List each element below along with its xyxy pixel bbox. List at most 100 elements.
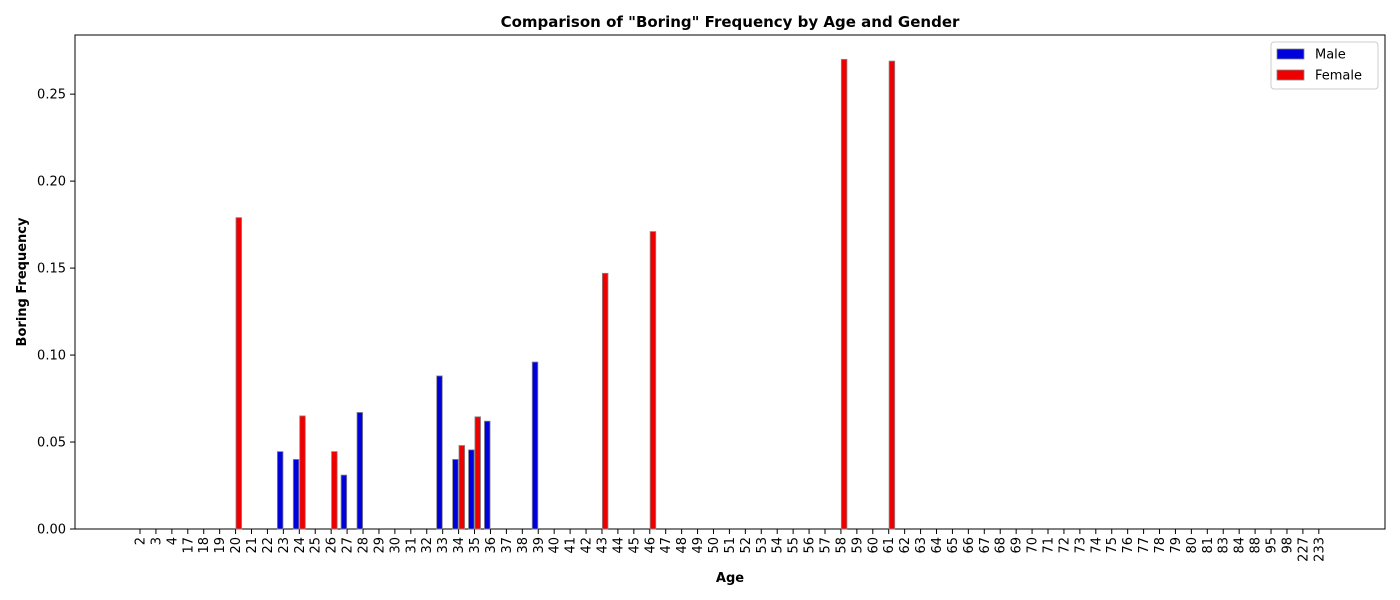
- x-tick-label: 22: [261, 537, 276, 554]
- male-bar: [468, 449, 475, 530]
- male-legend-swatch: [1276, 48, 1305, 60]
- x-tick-label: 25: [309, 537, 324, 554]
- x-tick-label: 227: [1296, 537, 1311, 562]
- x-tick-label: 80: [1185, 537, 1200, 554]
- y-tick-label: 0.05: [37, 436, 66, 451]
- x-tick-label: 27: [341, 537, 356, 554]
- x-tick-label: 75: [1105, 537, 1120, 554]
- x-tick-label: 62: [898, 537, 913, 554]
- x-tick-label: 83: [1217, 537, 1232, 554]
- x-tick-label: 39: [532, 537, 547, 554]
- x-tick-label: 19: [213, 537, 228, 554]
- plot-area: 0.000.050.100.150.200.252 3 4 17 18 19 20 21 22 2…: [37, 34, 1386, 562]
- y-tick-label: 0.00: [37, 523, 66, 538]
- x-tick-label: 63: [914, 537, 929, 554]
- x-tick-label: 59: [850, 537, 865, 554]
- x-tick-label: 233: [1312, 537, 1327, 562]
- x-tick-label: 2: [134, 537, 149, 545]
- x-tick-label: 40: [548, 537, 563, 554]
- x-tick-label: 79: [1169, 537, 1184, 554]
- x-tick-label: 51: [723, 537, 738, 554]
- x-tick-label: 64: [930, 537, 945, 554]
- plot-frame: [74, 34, 1386, 530]
- x-tick-label: 47: [659, 537, 674, 554]
- male-bar: [356, 412, 364, 530]
- female-bar: [299, 415, 306, 530]
- x-tick-label: 66: [962, 537, 977, 554]
- x-tick-label: 76: [1121, 537, 1136, 554]
- female-bar: [458, 445, 465, 530]
- x-tick-label: 54: [771, 537, 786, 554]
- y-tick-label: 0.15: [37, 262, 66, 277]
- female-bar: [840, 58, 848, 530]
- x-tick-label: 17: [181, 537, 196, 554]
- x-tick-label: 21: [245, 537, 260, 554]
- male-legend-label: Male: [1315, 48, 1346, 63]
- y-axis-title: Boring Frequency: [15, 217, 30, 346]
- x-tick-label: 71: [1042, 537, 1057, 554]
- male-bar: [531, 361, 539, 530]
- x-tick-label: 48: [675, 537, 690, 554]
- female-bar: [474, 416, 481, 530]
- chart-title: Comparison of "Boring" Frequency by Age …: [501, 13, 960, 31]
- y-tick-label: 0.20: [37, 175, 66, 190]
- x-tick-label: 43: [595, 537, 610, 554]
- x-tick-label: 58: [834, 537, 849, 554]
- x-tick-label: 36: [484, 537, 499, 554]
- x-tick-label: 18: [197, 537, 212, 554]
- x-tick-label: 24: [293, 537, 308, 554]
- y-tick-label: 0.25: [37, 88, 66, 103]
- x-tick-label: 95: [1265, 537, 1280, 554]
- x-tick-label: 28: [357, 537, 372, 554]
- female-bar: [235, 217, 242, 530]
- y-tick-label: 0.10: [37, 349, 66, 364]
- x-tick-label: 50: [707, 537, 722, 554]
- female-bar: [601, 272, 609, 530]
- x-tick-label: 81: [1201, 537, 1216, 554]
- x-tick-label: 3: [149, 537, 164, 545]
- x-tick-label: 67: [978, 537, 993, 554]
- x-tick-label: 77: [1137, 537, 1152, 554]
- x-tick-label: 73: [1073, 537, 1088, 554]
- x-tick-label: 68: [994, 537, 1009, 554]
- x-tick-label: 88: [1249, 537, 1264, 554]
- female-bar: [649, 231, 657, 530]
- male-bar: [292, 459, 300, 530]
- x-tick-label: 42: [580, 537, 595, 554]
- x-tick-label: 70: [1026, 537, 1041, 554]
- x-tick-label: 26: [325, 537, 340, 554]
- x-tick-label: 38: [516, 537, 531, 554]
- male-bar: [340, 474, 348, 530]
- x-tick-label: 65: [946, 537, 961, 554]
- x-tick-label: 20: [229, 537, 244, 554]
- x-tick-label: 46: [643, 537, 658, 554]
- x-tick-label: 23: [277, 537, 292, 554]
- x-tick-label: 33: [436, 537, 451, 554]
- legend: Male Female: [1270, 41, 1379, 90]
- x-tick-label: 69: [1010, 537, 1025, 554]
- male-bar: [276, 451, 284, 530]
- female-legend-label: Female: [1315, 69, 1362, 84]
- x-tick-label: 32: [420, 537, 435, 554]
- male-bar: [436, 375, 443, 530]
- x-tick-label: 44: [611, 537, 626, 554]
- x-tick-label: 56: [803, 537, 818, 554]
- male-bar: [452, 459, 459, 530]
- x-tick-label: 78: [1153, 537, 1168, 554]
- x-tick-label: 35: [468, 537, 483, 554]
- x-tick-label: 57: [818, 537, 833, 554]
- x-tick-label: 84: [1233, 537, 1248, 554]
- x-tick-label: 4: [165, 537, 180, 545]
- x-tick-label: 72: [1057, 537, 1072, 554]
- x-tick-label: 37: [500, 537, 515, 554]
- x-tick-label: 29: [372, 537, 387, 554]
- x-tick-label: 45: [627, 537, 642, 554]
- x-tick-label: 55: [787, 537, 802, 554]
- female-bar: [331, 451, 338, 530]
- x-tick-label: 98: [1280, 537, 1295, 554]
- x-tick-label: 34: [452, 537, 467, 554]
- x-tick-label: 61: [882, 537, 897, 554]
- x-tick-label: 74: [1089, 537, 1104, 554]
